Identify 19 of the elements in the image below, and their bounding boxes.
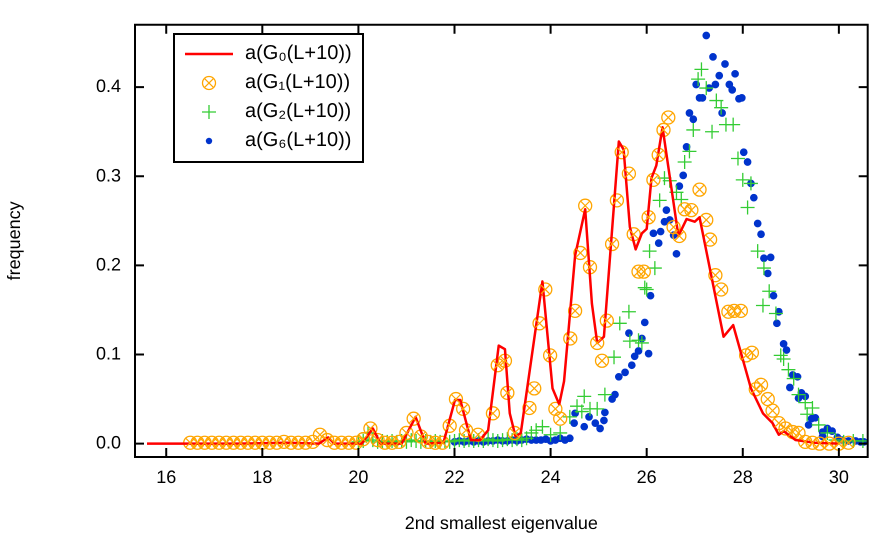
x-tick-label: 22 bbox=[444, 466, 465, 487]
x-tick-label: 30 bbox=[828, 466, 849, 487]
x-tick-label: 26 bbox=[636, 466, 657, 487]
x-tick-label: 16 bbox=[156, 466, 176, 487]
x-tick-label: 18 bbox=[252, 466, 272, 487]
y-tick-label: 0.3 bbox=[96, 165, 121, 186]
x-axis-title: 2nd smallest eigenvalue bbox=[404, 513, 598, 534]
legend-label: a(G₀(L+10)) bbox=[245, 41, 352, 66]
x-tick-label: 24 bbox=[540, 466, 561, 487]
y-axis-title: frequency bbox=[4, 201, 24, 280]
x-tick-label: 20 bbox=[348, 466, 368, 487]
legend-label: a(G₆(L+10)) bbox=[245, 128, 352, 153]
y-tick-label: 0.1 bbox=[96, 343, 121, 364]
x-tick-label: 28 bbox=[732, 466, 753, 487]
legend-label: a(G₁(L+10)) bbox=[245, 70, 350, 95]
y-tick-label: 0.2 bbox=[96, 254, 121, 274]
y-tick-label: 0.0 bbox=[96, 432, 121, 453]
legend-label: a(G₂(L+10)) bbox=[245, 99, 352, 124]
y-tick-label: 0.4 bbox=[96, 76, 121, 96]
